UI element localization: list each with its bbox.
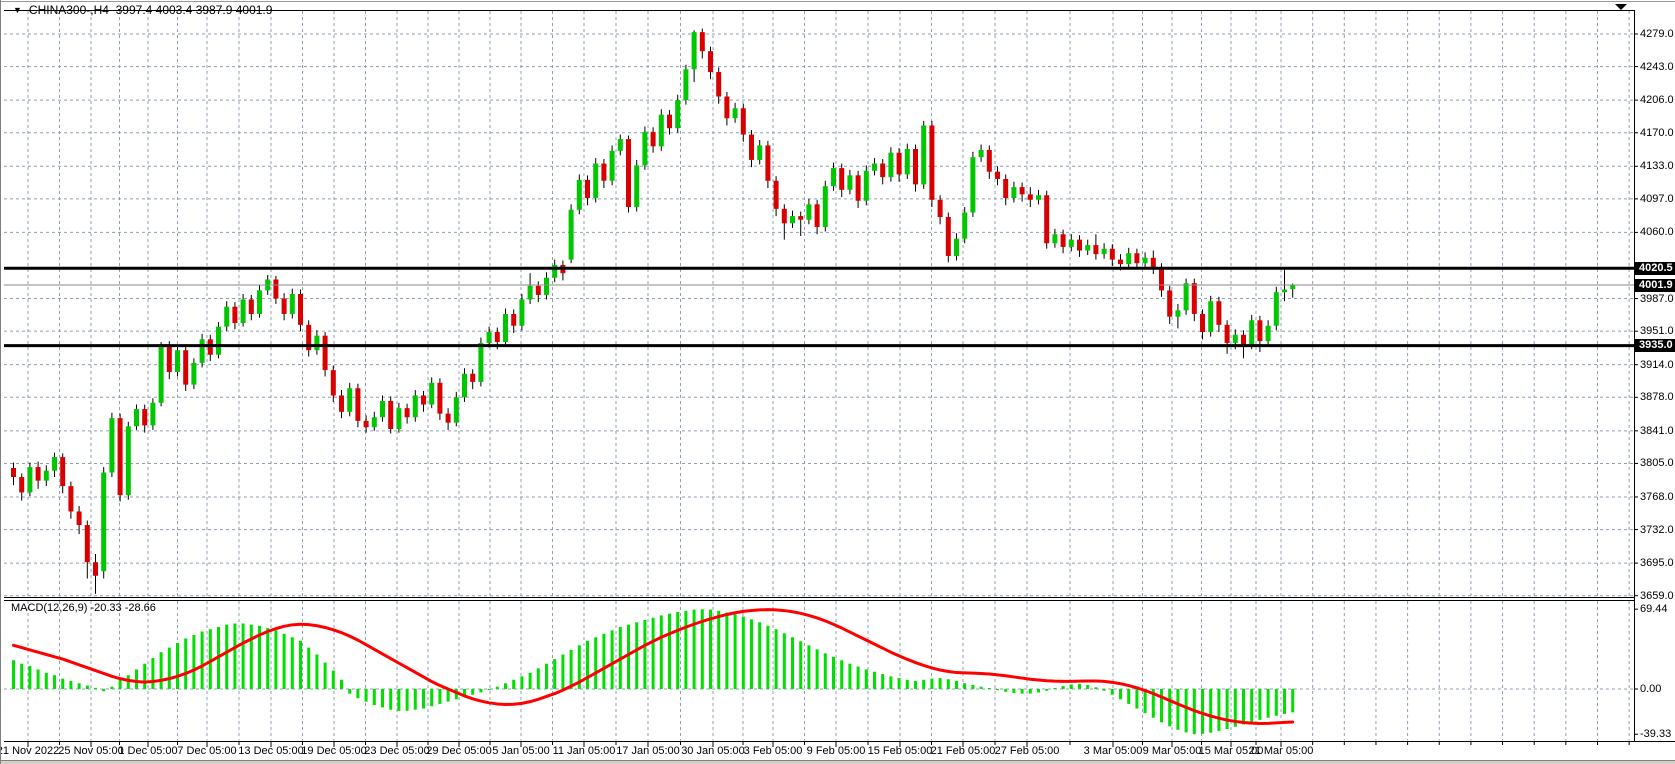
price-tick-label: 3914.0 xyxy=(1640,358,1674,371)
time-tick-label: 27 Feb 05:00 xyxy=(994,745,1060,757)
time-tick-label: 9 Feb 05:00 xyxy=(806,745,866,757)
macd-tick-label: -39.33 xyxy=(1640,728,1672,741)
price-tick-label: 4170.0 xyxy=(1640,126,1674,139)
time-tick-label: 21 Nov 2022 xyxy=(0,745,60,757)
price-tick-label: 4279.0 xyxy=(1640,27,1674,40)
hline-price-badge: 4020.5 xyxy=(1635,261,1675,275)
price-tick-label: 3987.0 xyxy=(1640,292,1674,305)
price-tick-label: 3878.0 xyxy=(1640,391,1674,404)
symbol-dropdown-icon[interactable]: ▼ xyxy=(13,5,22,15)
macd-tick-label: 69.44 xyxy=(1640,603,1668,616)
chart-shift-marker xyxy=(1615,4,1627,10)
time-tick-label: 7 Dec 05:00 xyxy=(177,745,237,757)
time-tick-label: 19 Dec 05:00 xyxy=(301,745,367,757)
time-tick-label: 3 Mar 05:00 xyxy=(1083,745,1143,757)
time-tick-label: 21 Mar 05:00 xyxy=(1248,745,1314,757)
price-tick-label: 4133.0 xyxy=(1640,160,1674,173)
time-tick-label: 30 Jan 05:00 xyxy=(681,745,745,757)
time-tick-label: 15 Mar 05:00 xyxy=(1198,745,1264,757)
time-tick-label: 11 Jan 05:00 xyxy=(552,745,616,757)
price-tick-label: 3841.0 xyxy=(1640,424,1674,437)
price-tick-label: 4206.0 xyxy=(1640,94,1674,107)
price-axis[interactable] xyxy=(1635,10,1675,741)
chart-title-text: CHINA300-,H4 3997.4 4003.4 3987.9 4001.9 xyxy=(28,3,273,17)
time-tick-label: 15 Feb 05:00 xyxy=(867,745,933,757)
macd-tick-label: 0.00 xyxy=(1640,683,1662,695)
time-tick-label: 3 Feb 05:00 xyxy=(743,745,803,757)
time-tick-label: 23 Dec 05:00 xyxy=(364,745,430,757)
time-tick-label: 9 Mar 05:00 xyxy=(1142,745,1202,757)
time-tick-label: 17 Jan 05:00 xyxy=(616,745,680,757)
hline-price-badge: 3935.0 xyxy=(1635,339,1675,353)
time-tick-label: 1 Dec 05:00 xyxy=(118,745,178,757)
time-tick-label: 21 Feb 05:00 xyxy=(930,745,996,757)
price-tick-label: 3659.0 xyxy=(1640,589,1674,602)
price-tick-label: 4243.0 xyxy=(1640,60,1674,73)
time-tick-label: 5 Jan 05:00 xyxy=(492,745,550,757)
price-tick-label: 3695.0 xyxy=(1640,557,1674,570)
macd-indicator-label: MACD(12,26,9) -20.33 -28.66 xyxy=(11,602,156,614)
time-tick-label: 13 Dec 05:00 xyxy=(238,745,304,757)
price-tick-label: 4060.0 xyxy=(1640,226,1674,239)
time-tick-label: 29 Dec 05:00 xyxy=(426,745,492,757)
last-price-badge: 4001.9 xyxy=(1635,278,1675,292)
price-tick-label: 4097.0 xyxy=(1640,192,1674,205)
price-tick-label: 3732.0 xyxy=(1640,523,1674,536)
price-tick-label: 3805.0 xyxy=(1640,457,1674,470)
chart-title: ▼ CHINA300-,H4 3997.4 4003.4 3987.9 4001.… xyxy=(13,3,272,17)
price-tick-label: 3768.0 xyxy=(1640,490,1674,503)
price-tick-label: 3951.0 xyxy=(1640,325,1674,338)
time-tick-label: 25 Nov 05:00 xyxy=(58,745,124,757)
